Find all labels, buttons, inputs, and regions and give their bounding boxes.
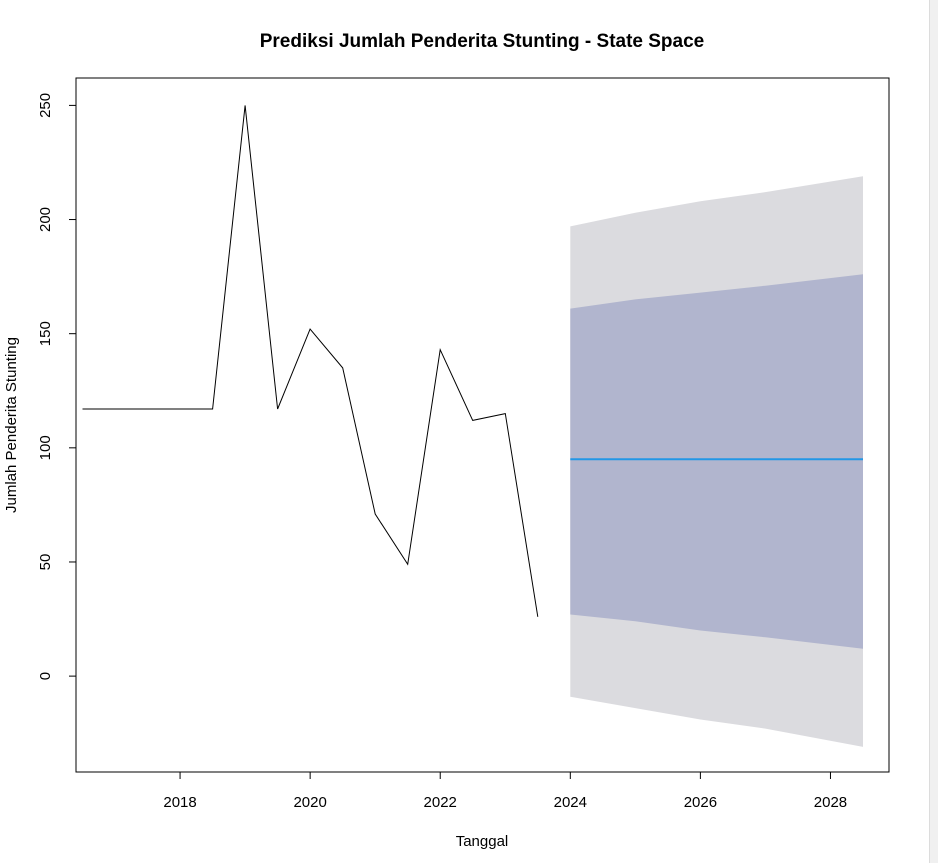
y-tick-label: 100 — [37, 435, 54, 460]
y-axis-label: Jumlah Penderita Stunting — [3, 337, 20, 513]
y-tick-label: 50 — [37, 554, 54, 571]
series-lines — [82, 105, 863, 617]
x-tick-label: 2028 — [814, 794, 847, 811]
confidence-band-80pct — [570, 274, 863, 649]
y-tick-label: 150 — [37, 321, 54, 346]
series-line-observed — [82, 105, 539, 617]
x-tick-label: 2024 — [554, 794, 587, 811]
x-tick-label: 2022 — [424, 794, 457, 811]
x-tick-label: 2018 — [163, 794, 196, 811]
window-scrollbar-edge — [929, 0, 938, 863]
confidence-bands — [570, 176, 863, 747]
y-tick-label: 250 — [37, 93, 54, 118]
y-axis: 0 50 100 150 200 250 — [37, 93, 77, 680]
y-tick-label: 200 — [37, 207, 54, 232]
x-tick-label: 2020 — [293, 794, 326, 811]
x-axis: 2018 2020 2022 2024 2026 2028 — [163, 771, 847, 811]
chart-title: Prediksi Jumlah Penderita Stunting - Sta… — [260, 31, 705, 52]
x-axis-label: Tanggal — [456, 833, 509, 850]
x-tick-label: 2026 — [684, 794, 717, 811]
y-tick-label: 0 — [37, 672, 54, 680]
